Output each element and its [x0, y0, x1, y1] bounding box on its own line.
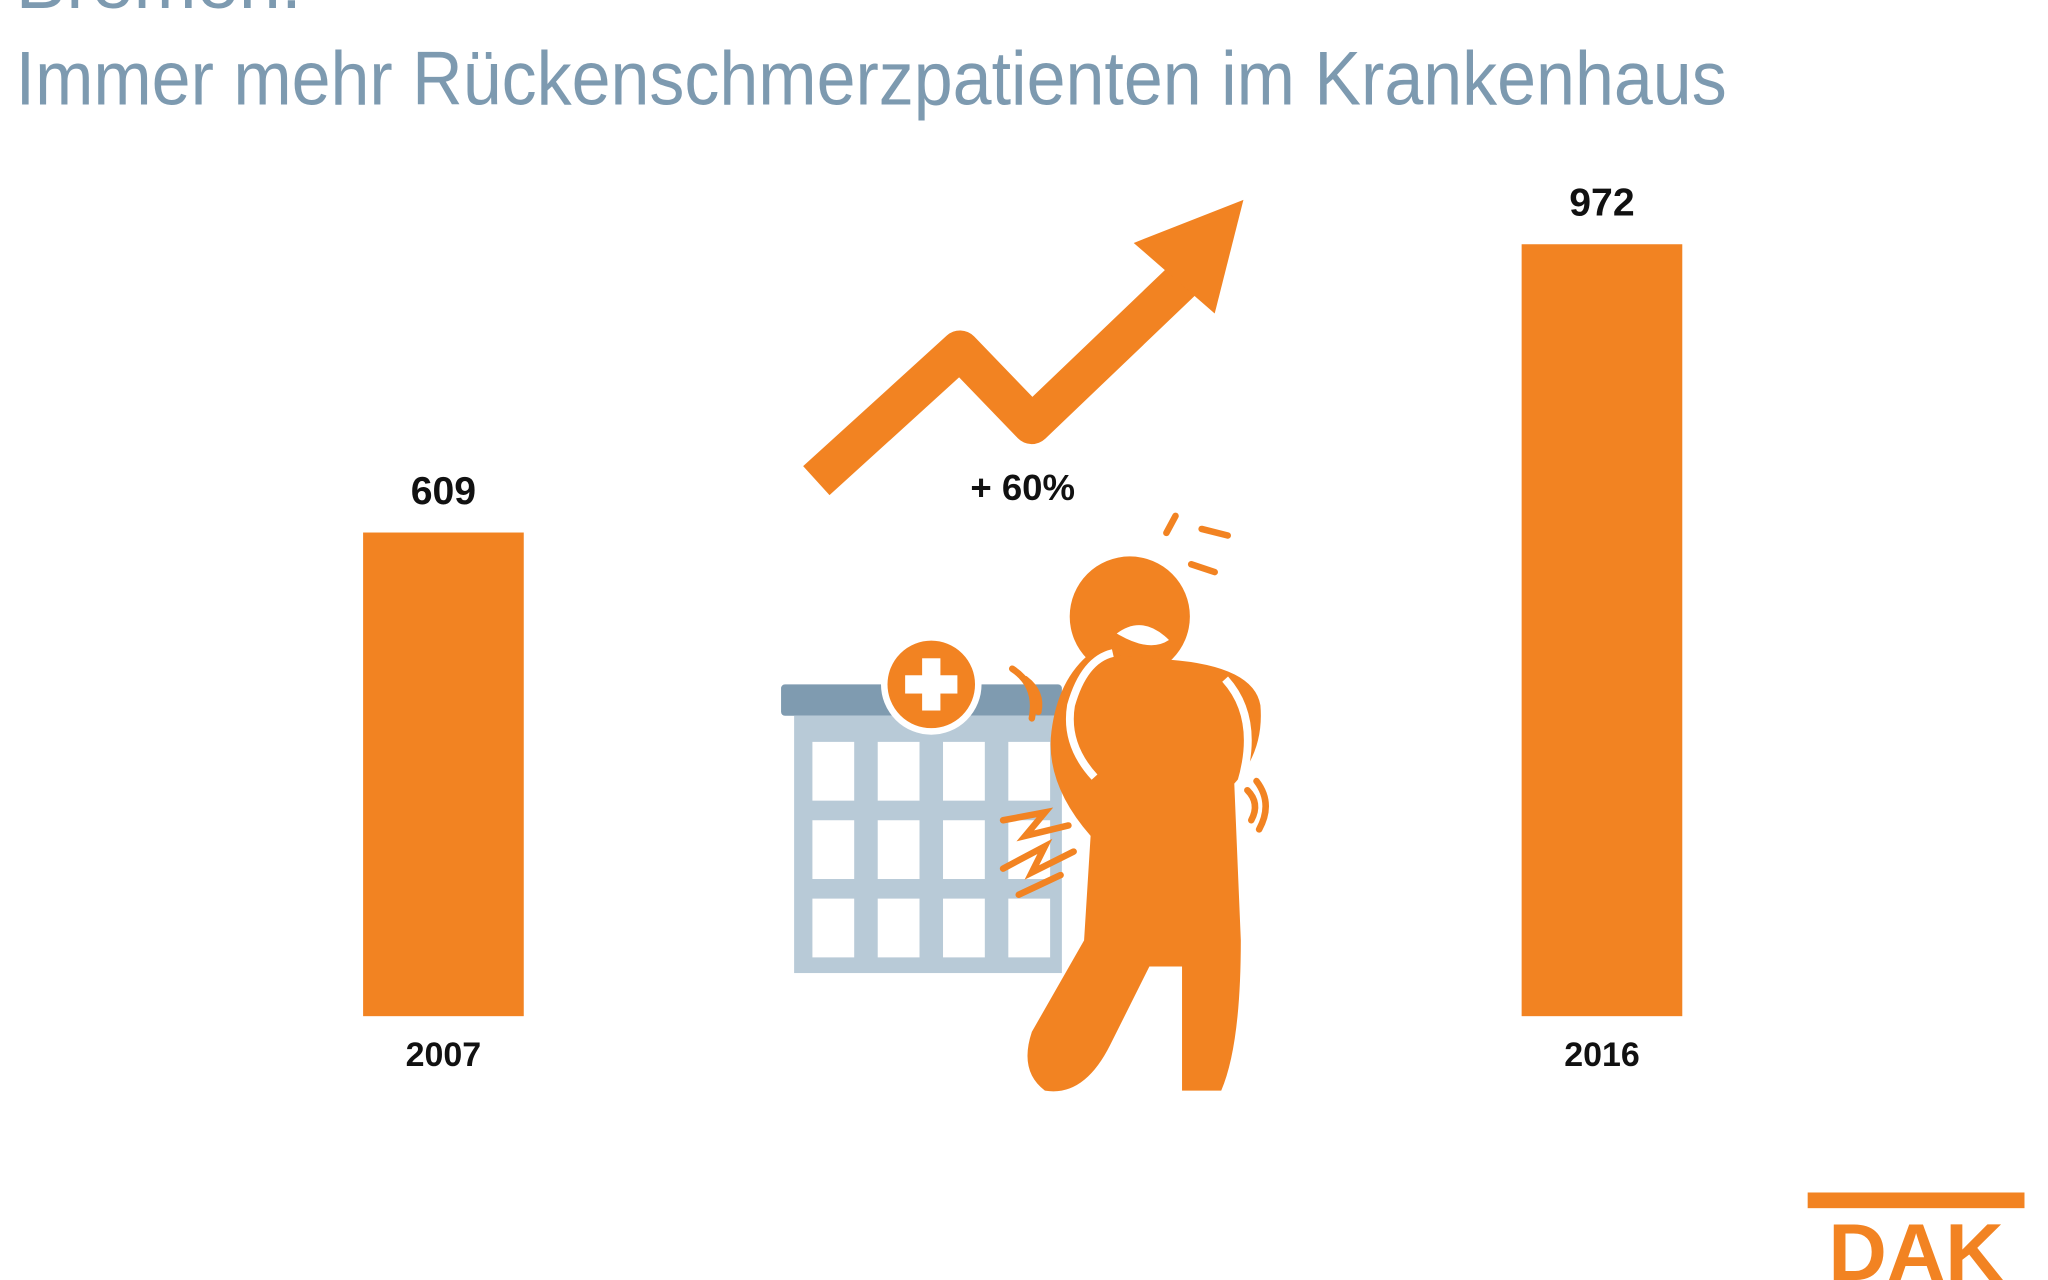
logo: DAK — [1807, 1192, 2025, 1280]
trend-arrow-head — [1133, 199, 1244, 314]
bar — [1521, 244, 1683, 1017]
logo-text: DAK — [1828, 1208, 2003, 1280]
person-icon — [999, 512, 1269, 1092]
trend-arrow — [803, 266, 1196, 496]
kicker: Bremen: — [16, 0, 302, 25]
chart-title: Immer mehr Rückenschmerzpatienten im Kra… — [16, 36, 1727, 121]
bar — [363, 532, 524, 1017]
hospital-icon — [781, 634, 1062, 974]
growth-annotation: + 60% — [970, 467, 1075, 508]
category-label: 2016 — [1564, 1036, 1640, 1074]
value-label: 972 — [1569, 182, 1634, 225]
value-label: 609 — [411, 470, 476, 513]
category-label: 2007 — [406, 1036, 482, 1074]
